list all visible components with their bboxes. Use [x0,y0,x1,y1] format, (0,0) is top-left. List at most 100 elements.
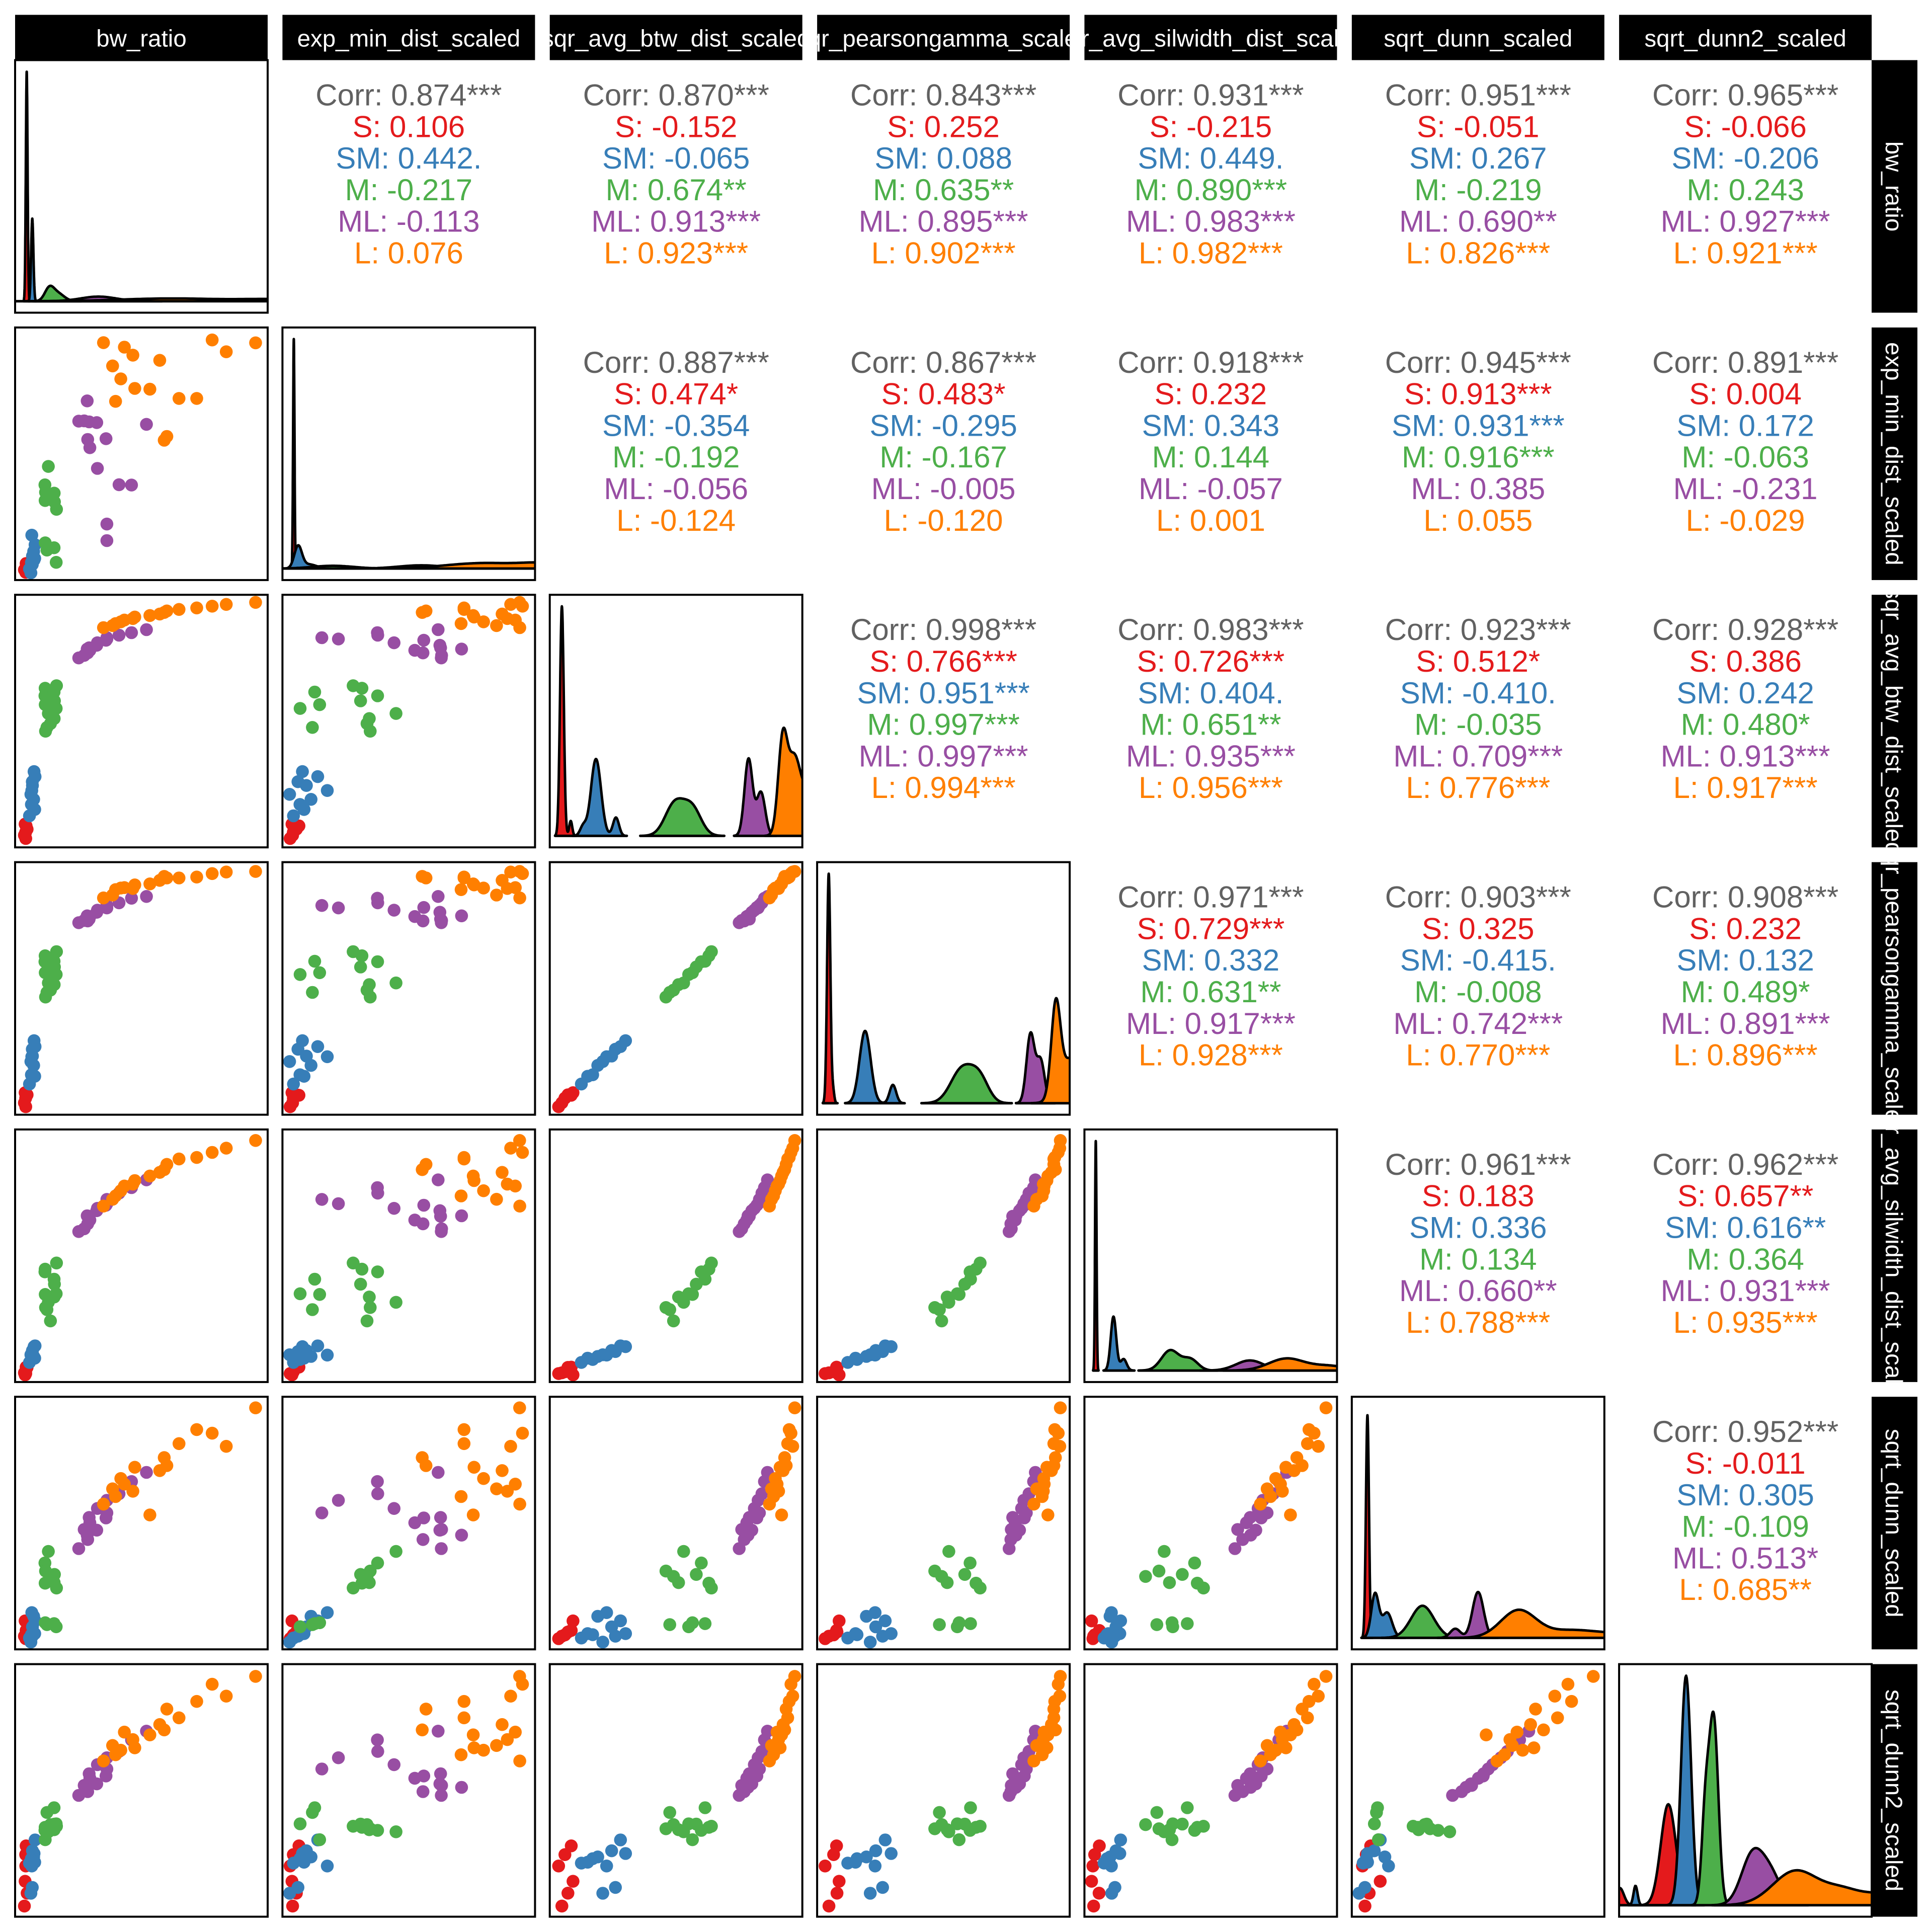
svg-text:ML: -0.005: ML: -0.005 [871,472,1016,506]
svg-text:S: 0.729***: S: 0.729*** [1137,912,1285,945]
svg-text:Corr: 0.928***: Corr: 0.928*** [1652,613,1838,647]
svg-text:ML: 0.895***: ML: 0.895*** [859,205,1028,238]
svg-text:SM: 0.172: SM: 0.172 [1676,409,1814,443]
svg-text:M: 0.243: M: 0.243 [1686,173,1804,207]
svg-text:ML: 0.913***: ML: 0.913*** [1661,739,1830,773]
svg-text:S: 0.766***: S: 0.766*** [869,645,1017,678]
svg-text:ML: 0.935***: ML: 0.935*** [1126,739,1296,773]
svg-text:L: 0.994***: L: 0.994*** [871,771,1016,804]
svg-text:SM: 0.088: SM: 0.088 [874,141,1012,175]
svg-text:M: 0.144: M: 0.144 [1152,440,1269,474]
svg-text:M: 0.651**: M: 0.651** [1140,708,1281,742]
svg-text:SM: 0.267: SM: 0.267 [1409,141,1547,175]
svg-text:S: -0.066: S: -0.066 [1684,110,1807,143]
svg-text:L: 0.928***: L: 0.928*** [1139,1038,1283,1072]
svg-text:exp_min_dist_scaled: exp_min_dist_scaled [297,26,521,52]
svg-text:S: 0.106: S: 0.106 [353,110,465,143]
svg-text:ML: 0.690**: ML: 0.690** [1399,205,1557,238]
svg-text:S: 0.726***: S: 0.726*** [1137,645,1285,678]
svg-text:ML: 0.997***: ML: 0.997*** [859,739,1028,773]
svg-text:L: 0.902***: L: 0.902*** [871,236,1016,270]
svg-text:Corr: 0.971***: Corr: 0.971*** [1117,880,1304,914]
svg-text:SM: 0.132: SM: 0.132 [1676,943,1814,977]
svg-text:L: -0.124: L: -0.124 [616,504,736,537]
svg-text:L: 0.685**: L: 0.685** [1679,1573,1812,1606]
svg-text:ML: 0.660**: ML: 0.660** [1399,1274,1557,1308]
svg-text:L: 0.788***: L: 0.788*** [1406,1306,1550,1339]
svg-text:S: -0.051: S: -0.051 [1417,110,1540,143]
svg-text:SM: -0.295: SM: -0.295 [869,409,1017,443]
svg-text:ML: 0.917***: ML: 0.917*** [1126,1007,1296,1040]
svg-text:L: 0.982***: L: 0.982*** [1139,236,1283,270]
svg-text:L: 0.896***: L: 0.896*** [1673,1038,1818,1072]
svg-text:ML: 0.385: ML: 0.385 [1411,472,1545,506]
svg-text:S: 0.232: S: 0.232 [1689,912,1802,945]
svg-text:L: 0.076: L: 0.076 [354,236,463,270]
svg-text:ML: -0.231: ML: -0.231 [1673,472,1818,506]
svg-text:ML: 0.983***: ML: 0.983*** [1126,205,1296,238]
svg-text:S: 0.474*: S: 0.474* [614,377,738,411]
svg-text:SM: 0.931***: SM: 0.931*** [1392,409,1565,443]
svg-text:Corr: 0.874***: Corr: 0.874*** [315,78,502,112]
svg-text:S: -0.152: S: -0.152 [615,110,738,143]
svg-text:Corr: 0.965***: Corr: 0.965*** [1652,78,1838,112]
svg-text:M: -0.217: M: -0.217 [345,173,472,207]
svg-text:L: 0.001: L: 0.001 [1156,504,1265,537]
svg-text:M: -0.063: M: -0.063 [1681,440,1809,474]
svg-text:S: 0.325: S: 0.325 [1422,912,1535,945]
svg-text:S: -0.215: S: -0.215 [1150,110,1272,143]
svg-text:sqrt_dunn2_scaled: sqrt_dunn2_scaled [1880,1689,1907,1891]
svg-text:SM: 0.616**: SM: 0.616** [1665,1211,1826,1245]
svg-text:M: 0.890***: M: 0.890*** [1135,173,1287,207]
svg-text:ML: -0.057: ML: -0.057 [1139,472,1283,506]
svg-text:ML: 0.709***: ML: 0.709*** [1393,739,1563,773]
svg-text:SM: -0.065: SM: -0.065 [602,141,750,175]
svg-text:ML: 0.913***: ML: 0.913*** [591,205,761,238]
svg-text:ML: 0.742***: ML: 0.742*** [1393,1007,1563,1040]
svg-text:M: 0.635**: M: 0.635** [873,173,1014,207]
svg-text:SM: 0.951***: SM: 0.951*** [857,676,1030,710]
svg-text:sqrt_dunn2_scaled: sqrt_dunn2_scaled [1644,26,1846,52]
svg-text:S: 0.483*: S: 0.483* [881,377,1006,411]
svg-text:Corr: 0.891***: Corr: 0.891*** [1652,346,1838,379]
svg-text:S: 0.183: S: 0.183 [1422,1179,1535,1213]
svg-text:Corr: 0.998***: Corr: 0.998*** [850,613,1036,647]
svg-text:Corr: 0.867***: Corr: 0.867*** [850,346,1036,379]
svg-text:L: 0.921***: L: 0.921*** [1673,236,1818,270]
svg-text:S: 0.913***: S: 0.913*** [1404,377,1552,411]
svg-text:sqr_avg_silwidth_dist_scaled: sqr_avg_silwidth_dist_scaled [1880,1101,1907,1410]
svg-text:M: -0.219: M: -0.219 [1414,173,1542,207]
svg-text:L: 0.770***: L: 0.770*** [1406,1038,1550,1072]
svg-text:SM: -0.415.: SM: -0.415. [1400,943,1556,977]
svg-text:SM: 0.404.: SM: 0.404. [1138,676,1283,710]
svg-text:SM: -0.410.: SM: -0.410. [1400,676,1556,710]
svg-text:sqr_pearsongamma_scaled: sqr_pearsongamma_scaled [1880,841,1907,1136]
svg-text:Corr: 0.931***: Corr: 0.931*** [1117,78,1304,112]
svg-text:bw_ratio: bw_ratio [1880,141,1907,232]
svg-text:S: -0.011: S: -0.011 [1685,1446,1806,1480]
svg-text:Corr: 0.945***: Corr: 0.945*** [1385,346,1571,379]
svg-text:M: -0.192: M: -0.192 [612,440,740,474]
svg-text:Corr: 0.843***: Corr: 0.843*** [850,78,1036,112]
svg-text:L: 0.055: L: 0.055 [1423,504,1533,537]
svg-text:S: 0.004: S: 0.004 [1689,377,1802,411]
svg-text:exp_min_dist_scaled: exp_min_dist_scaled [1880,342,1907,566]
svg-text:ML: 0.513*: ML: 0.513* [1672,1541,1818,1575]
svg-text:SM: -0.206: SM: -0.206 [1671,141,1819,175]
svg-text:L: 0.776***: L: 0.776*** [1406,771,1550,804]
svg-text:Corr: 0.962***: Corr: 0.962*** [1652,1148,1838,1181]
svg-text:Corr: 0.903***: Corr: 0.903*** [1385,880,1571,914]
svg-text:Corr: 0.961***: Corr: 0.961*** [1385,1148,1571,1181]
svg-text:Corr: 0.951***: Corr: 0.951*** [1385,78,1571,112]
svg-text:M: -0.167: M: -0.167 [879,440,1007,474]
svg-text:SM: 0.343: SM: 0.343 [1142,409,1280,443]
svg-text:M: 0.674**: M: 0.674** [606,173,747,207]
svg-text:ML: -0.113: ML: -0.113 [338,205,479,238]
svg-text:L: 0.923***: L: 0.923*** [604,236,748,270]
svg-text:S: 0.252: S: 0.252 [887,110,1000,143]
svg-text:SM: 0.449.: SM: 0.449. [1138,141,1283,175]
svg-text:Corr: 0.952***: Corr: 0.952*** [1652,1415,1838,1448]
svg-text:M: 0.997***: M: 0.997*** [867,708,1020,742]
svg-text:Corr: 0.918***: Corr: 0.918*** [1117,346,1304,379]
svg-text:Corr: 0.983***: Corr: 0.983*** [1117,613,1304,647]
